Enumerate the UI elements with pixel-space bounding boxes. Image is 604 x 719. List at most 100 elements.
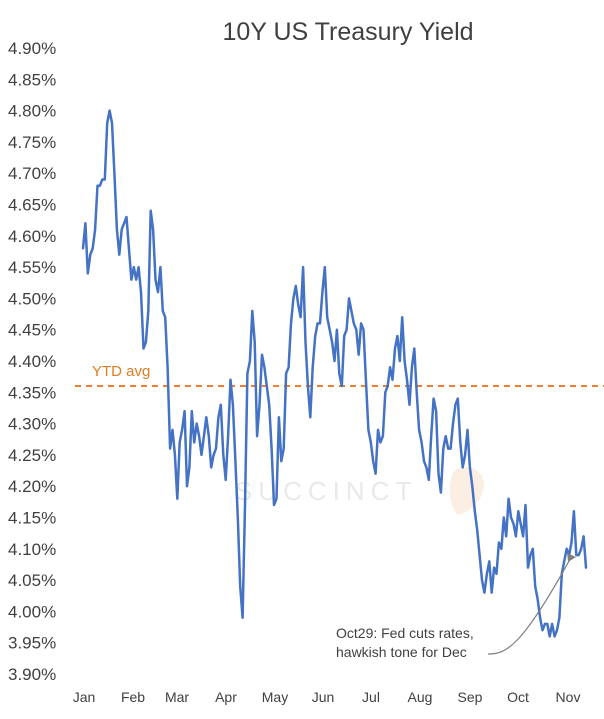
data-point [195, 422, 198, 425]
data-point [406, 379, 408, 381]
data-point [374, 472, 377, 475]
data-point [234, 460, 237, 463]
data-point [512, 523, 515, 525]
data-point [452, 422, 454, 425]
data-point [133, 266, 135, 268]
y-tick-label: 4.50% [8, 289, 56, 308]
data-point [152, 228, 154, 231]
data-point [157, 291, 159, 293]
data-point [270, 447, 273, 450]
data-point [220, 404, 222, 406]
data-point [386, 385, 389, 387]
data-point [573, 510, 575, 512]
y-tick-label: 4.55% [8, 258, 56, 277]
watermark-logo-icon [449, 467, 485, 515]
data-point [367, 429, 370, 431]
data-point [577, 554, 580, 556]
data-point [120, 228, 123, 231]
data-point [137, 266, 140, 268]
data-point [379, 441, 382, 444]
data-point [515, 535, 517, 538]
x-tick-label: Oct [507, 689, 529, 705]
data-point [208, 435, 210, 437]
data-point [104, 178, 106, 181]
y-tick-label: 4.00% [8, 602, 56, 621]
data-point [527, 566, 529, 569]
data-point [563, 560, 565, 563]
y-tick-label: 4.10% [8, 540, 56, 559]
data-point [188, 466, 191, 469]
data-point [282, 447, 285, 450]
data-point [459, 441, 462, 444]
data-point [295, 285, 297, 287]
data-point [256, 435, 258, 437]
annotation-line-2: hawkish tone for Dec [336, 644, 467, 660]
data-point [174, 454, 176, 456]
data-point [328, 328, 331, 331]
data-point [469, 466, 471, 469]
data-point [232, 404, 234, 406]
data-point [362, 328, 365, 331]
data-point [488, 560, 491, 563]
data-point [396, 335, 399, 337]
y-tick-label: 4.90% [8, 39, 56, 58]
data-point [343, 335, 346, 337]
data-point [490, 591, 493, 594]
x-tick-label: Jul [362, 689, 380, 705]
data-point [507, 497, 510, 500]
data-point [357, 353, 360, 356]
data-point [447, 447, 450, 450]
ytd-average-label: YTD avg [92, 363, 150, 380]
data-point [449, 447, 452, 450]
data-point [570, 541, 573, 544]
data-point [522, 535, 524, 538]
data-point [164, 316, 166, 319]
data-point [212, 454, 215, 456]
data-point [457, 397, 459, 400]
data-point [135, 278, 137, 281]
data-point [162, 310, 164, 312]
y-tick-label: 4.40% [8, 352, 56, 371]
data-point [495, 573, 498, 575]
data-point [217, 416, 220, 419]
data-point [324, 266, 326, 268]
data-point [481, 579, 483, 581]
annotation-arrow [487, 558, 571, 655]
data-point [108, 109, 111, 112]
data-point [215, 447, 217, 450]
data-point [266, 385, 268, 387]
data-point [377, 429, 379, 431]
data-point [466, 429, 469, 431]
data-point [307, 385, 309, 387]
x-tick-label: Feb [121, 689, 145, 705]
data-point [341, 385, 343, 387]
data-point [524, 504, 527, 506]
data-point [237, 516, 239, 519]
data-point [311, 366, 314, 369]
x-tick-label: Nov [556, 689, 581, 705]
x-tick-label: Aug [408, 689, 433, 705]
data-point [224, 479, 227, 481]
watermark: SUCCINCT [235, 467, 485, 515]
data-point [302, 266, 304, 268]
data-point [461, 466, 464, 469]
ytd-average: YTD avg [75, 363, 604, 388]
data-point [389, 366, 391, 369]
data-point [229, 379, 232, 381]
data-point [193, 441, 195, 444]
data-point [423, 460, 425, 463]
data-point [314, 335, 317, 337]
data-point [345, 328, 348, 331]
data-point [582, 535, 585, 538]
data-point [91, 247, 94, 250]
data-point [309, 416, 312, 419]
data-point [181, 429, 183, 431]
data-point [575, 554, 578, 556]
data-point [273, 504, 275, 506]
data-point [99, 184, 101, 187]
y-tick-label: 4.15% [8, 509, 56, 528]
data-point [415, 391, 418, 394]
data-point [408, 404, 411, 406]
chart-title: 10Y US Treasury Yield [222, 18, 473, 46]
